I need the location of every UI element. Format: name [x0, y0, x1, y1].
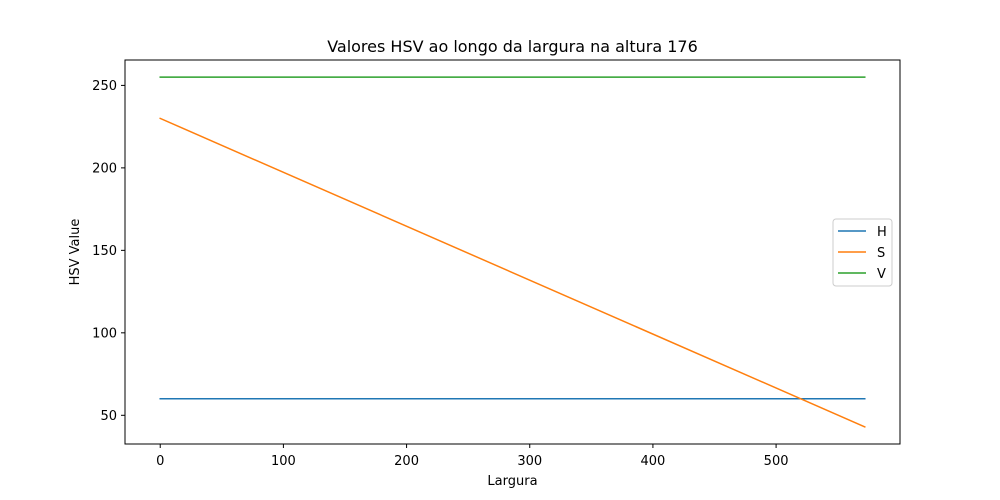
- series-layer: [159, 76, 866, 428]
- y-axis: 50 100 150 200 250: [92, 79, 125, 424]
- x-axis: 0 100 200 300 400 500: [156, 444, 789, 469]
- axes-frame: [124, 59, 901, 445]
- x-tick-label: 400: [641, 454, 666, 469]
- x-tick-label: 0: [156, 454, 164, 469]
- legend-label-h: H: [877, 225, 887, 240]
- x-axis-label: Largura: [487, 474, 537, 489]
- x-tick-label: 500: [764, 454, 789, 469]
- y-tick-label: 150: [92, 244, 117, 259]
- legend-label-v: V: [877, 267, 886, 282]
- y-axis-label: HSV Value: [68, 219, 83, 286]
- chart-title: Valores HSV ao longo da largura na altur…: [327, 37, 698, 56]
- y-tick-label: 250: [92, 79, 117, 94]
- series-line-s: [159, 117, 866, 428]
- y-tick-label: 50: [100, 409, 117, 424]
- x-tick-label: 100: [271, 454, 296, 469]
- legend: HSV: [832, 218, 893, 287]
- x-tick-label: 300: [517, 454, 542, 469]
- y-tick-label: 100: [92, 326, 117, 341]
- x-tick-label: 200: [394, 454, 419, 469]
- legend-label-s: S: [877, 246, 885, 261]
- y-tick-label: 200: [92, 161, 117, 176]
